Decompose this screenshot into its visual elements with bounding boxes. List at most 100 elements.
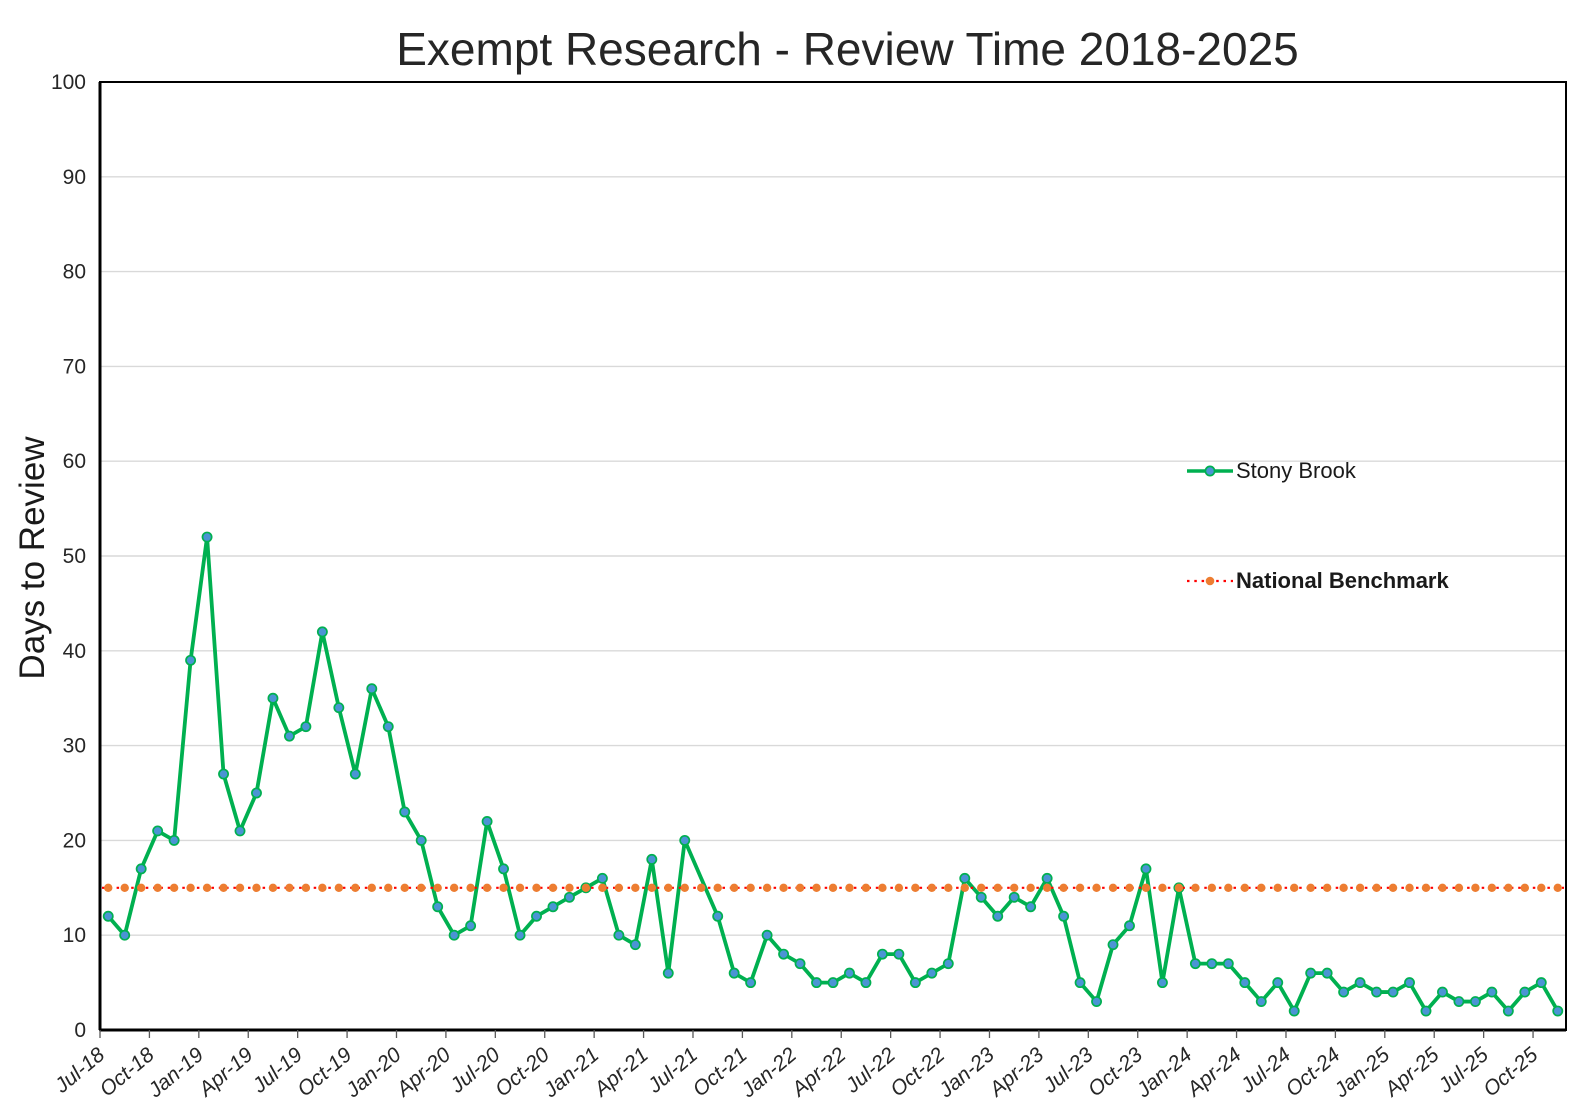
y-tick-label: 100 [51, 71, 86, 94]
stony-brook-data-point [662, 967, 674, 979]
stony-brook-data-point [1502, 1005, 1514, 1017]
benchmark-marker [1207, 883, 1217, 892]
stony-brook-data-point [349, 768, 361, 780]
stony-brook-data-point [712, 910, 724, 922]
x-tick-label: Oct-23 [1084, 1043, 1147, 1101]
benchmark-marker [598, 883, 607, 892]
stony-brook-data-point [415, 834, 427, 846]
benchmark-marker [680, 883, 689, 892]
legend-item-stony-brook: Stony Brook [1186, 458, 1356, 484]
benchmark-marker [120, 883, 129, 892]
benchmark-marker [614, 883, 624, 892]
stony-brook-data-point [1469, 996, 1481, 1008]
stony-brook-data-point [547, 901, 559, 913]
stony-brook-data-point [844, 967, 855, 979]
stony-brook-data-point [778, 948, 790, 960]
stony-brook-data-point [1041, 872, 1053, 884]
stony-brook-data-point [728, 967, 740, 979]
benchmark-marker [977, 883, 986, 892]
benchmark-marker [1504, 883, 1513, 892]
stony-brook-legend-swatch [1187, 465, 1233, 477]
stony-brook-data-point [1206, 958, 1218, 970]
benchmark-marker [1438, 883, 1447, 892]
stony-brook-data-point [860, 977, 872, 989]
stony-brook-data-point [1272, 977, 1284, 989]
x-tick-label: Apr-21 [588, 1043, 652, 1102]
y-tick-label: 60 [63, 450, 86, 473]
stony-brook-data-point [1189, 958, 1201, 970]
benchmark-marker [1240, 883, 1249, 892]
stony-brook-data-point [1288, 1005, 1300, 1017]
y-tick-label: 70 [63, 355, 86, 378]
benchmark-marker [1174, 883, 1184, 892]
benchmark-marker [911, 883, 920, 892]
stony-brook-data-point [811, 977, 822, 989]
benchmark-marker [449, 883, 459, 892]
stony-brook-data-point [316, 626, 328, 638]
benchmark-marker [433, 883, 442, 892]
benchmark-marker [1372, 883, 1381, 892]
benchmark-marker [713, 883, 722, 892]
benchmark-marker [1009, 883, 1019, 892]
benchmark-marker [334, 883, 344, 892]
benchmark-marker [1026, 883, 1035, 892]
x-tick-label: Oct-20 [491, 1043, 554, 1101]
x-tick-label: Jan-22 [736, 1043, 801, 1103]
benchmark-marker [1290, 883, 1299, 892]
benchmark-marker [1322, 883, 1332, 892]
stony-brook-data-point [1519, 986, 1531, 998]
stony-brook-data-point [234, 825, 246, 837]
stony-brook-data-point [382, 721, 394, 733]
x-tick-label: Oct-18 [96, 1043, 159, 1101]
x-tick-label: Apr-19 [193, 1043, 258, 1102]
benchmark-marker [1471, 883, 1480, 892]
stony-brook-data-point [926, 967, 938, 979]
stony-brook-data-point [1420, 1005, 1432, 1017]
stony-brook-data-point [1535, 977, 1547, 989]
stony-brook-data-point [1156, 977, 1168, 989]
benchmark-marker [812, 883, 821, 892]
stony-brook-line [106, 535, 1560, 1013]
benchmark-marker [1042, 883, 1052, 892]
benchmark-marker [1553, 883, 1562, 892]
x-tick-label: Jan-24 [1132, 1043, 1197, 1103]
benchmark-marker [927, 883, 937, 892]
stony-brook-data-point [1305, 967, 1317, 979]
stony-brook-data-point [251, 787, 262, 799]
legend-label-national-benchmark: National Benchmark [1236, 568, 1449, 593]
x-tick-label: Oct-24 [1282, 1043, 1345, 1101]
benchmark-marker [762, 883, 772, 892]
stony-brook-data-point [1140, 863, 1152, 875]
benchmark-marker [861, 883, 871, 892]
stony-brook-data-point [1437, 986, 1448, 998]
stony-brook-data-point [827, 977, 839, 989]
benchmark-marker [1388, 883, 1398, 892]
benchmark-marker [1141, 883, 1151, 892]
stony-brook-data-point [1338, 986, 1350, 998]
stony-brook-data-point [531, 910, 542, 922]
x-tick-label: Apr-23 [984, 1043, 1049, 1102]
benchmark-marker [1487, 883, 1497, 892]
benchmark-marker [1537, 883, 1546, 892]
y-tick-label: 50 [63, 545, 86, 568]
benchmark-marker [1158, 883, 1167, 892]
stony-brook-data-point [794, 958, 806, 970]
stony-brook-data-point [168, 834, 180, 846]
x-tick-label: Oct-22 [886, 1043, 949, 1101]
benchmark-marker [1257, 883, 1266, 892]
x-tick-label: Jan-21 [539, 1043, 604, 1103]
benchmark-marker [219, 883, 228, 892]
benchmark-marker [894, 883, 904, 892]
benchmark-marker [1339, 883, 1348, 892]
benchmark-marker [1421, 883, 1431, 892]
x-tick-label: Oct-25 [1479, 1043, 1542, 1101]
benchmark-marker [631, 883, 640, 892]
chart-title: Exempt Research - Review Time 2018-2025 [396, 23, 1299, 75]
benchmark-marker [548, 883, 558, 892]
x-tick-label: Apr-24 [1181, 1043, 1245, 1102]
benchmark-legend-swatch [1187, 576, 1233, 586]
stony-brook-data-point [563, 891, 575, 903]
y-tick-label: 40 [63, 640, 86, 663]
benchmark-marker [1075, 883, 1085, 892]
benchmark-marker [1125, 883, 1134, 892]
